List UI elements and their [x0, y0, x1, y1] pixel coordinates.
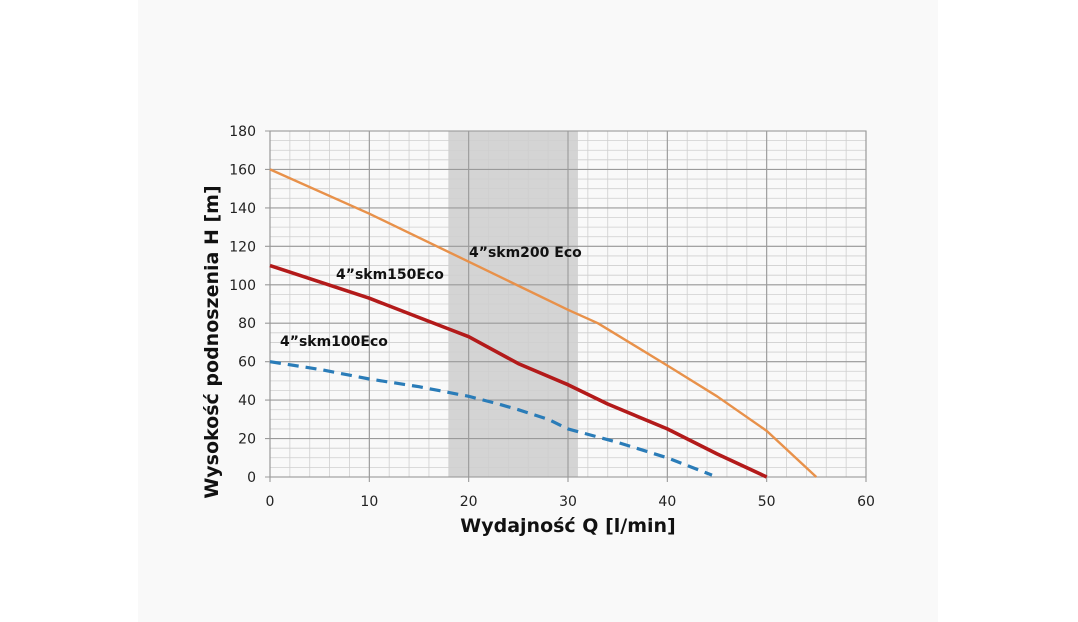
series-label-skm200: 4”skm200 Eco — [469, 245, 582, 261]
x-tick-label: 30 — [559, 494, 577, 510]
y-tick-labels: 0 20 40 60 80 100 120 140 160 180 — [229, 124, 256, 486]
y-axis-title: Wysokość podnoszenia H [m] — [201, 185, 223, 498]
y-tick-label: 120 — [229, 239, 256, 255]
x-tick-label: 60 — [857, 494, 875, 510]
y-tick-label: 20 — [238, 432, 256, 448]
y-tick-label: 80 — [238, 316, 256, 332]
y-tick-label: 160 — [229, 162, 256, 178]
x-axis-title: Wydajność Q [l/min] — [460, 515, 675, 537]
x-tick-labels: 0 10 20 30 40 50 60 — [266, 494, 875, 510]
x-tick-label: 10 — [360, 494, 378, 510]
series-line-1 — [269, 263, 768, 479]
x-tick-label: 40 — [658, 494, 676, 510]
series-lines — [269, 168, 818, 479]
y-tick-label: 180 — [229, 124, 256, 140]
x-tick-label: 0 — [266, 494, 275, 510]
y-tick-label: 40 — [238, 393, 256, 409]
series-label-skm100: 4”skm100Eco — [280, 334, 388, 350]
y-tick-label: 0 — [247, 470, 256, 486]
plot-border — [269, 130, 867, 478]
series-label-skm150: 4”skm150Eco — [336, 267, 444, 283]
y-tick-label: 60 — [238, 355, 256, 371]
series-line-0 — [269, 168, 818, 478]
y-tick-label: 140 — [229, 201, 256, 217]
x-tick-label: 20 — [460, 494, 478, 510]
series-line-2 — [269, 360, 713, 477]
major-grid — [265, 130, 867, 482]
x-tick-label: 50 — [758, 494, 776, 510]
y-tick-label: 100 — [229, 278, 256, 294]
